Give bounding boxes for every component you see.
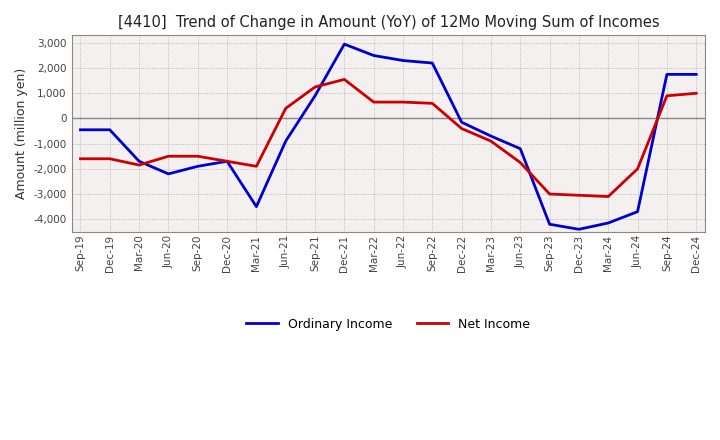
Ordinary Income — [311, 93, 320, 99]
Net Income — [369, 99, 378, 105]
Line: Ordinary Income: Ordinary Income — [81, 44, 696, 229]
Ordinary Income — [545, 222, 554, 227]
Net Income — [575, 193, 583, 198]
Ordinary Income — [692, 72, 701, 77]
Legend: Ordinary Income, Net Income: Ordinary Income, Net Income — [241, 313, 535, 336]
Net Income — [282, 106, 290, 111]
Ordinary Income — [369, 53, 378, 58]
Ordinary Income — [662, 72, 671, 77]
Net Income — [692, 91, 701, 96]
Net Income — [428, 101, 436, 106]
Net Income — [545, 191, 554, 197]
Net Income — [457, 126, 466, 131]
Ordinary Income — [105, 127, 114, 132]
Ordinary Income — [428, 60, 436, 66]
Net Income — [340, 77, 348, 82]
Ordinary Income — [252, 204, 261, 209]
Ordinary Income — [487, 133, 495, 139]
Ordinary Income — [282, 139, 290, 144]
Title: [4410]  Trend of Change in Amount (YoY) of 12Mo Moving Sum of Incomes: [4410] Trend of Change in Amount (YoY) o… — [117, 15, 659, 30]
Net Income — [516, 160, 525, 165]
Net Income — [634, 166, 642, 172]
Net Income — [194, 154, 202, 159]
Ordinary Income — [194, 164, 202, 169]
Ordinary Income — [76, 127, 85, 132]
Ordinary Income — [164, 171, 173, 176]
Net Income — [311, 84, 320, 90]
Ordinary Income — [575, 227, 583, 232]
Net Income — [662, 93, 671, 99]
Ordinary Income — [516, 146, 525, 151]
Net Income — [222, 159, 231, 164]
Net Income — [135, 162, 143, 168]
Net Income — [105, 156, 114, 161]
Ordinary Income — [457, 120, 466, 125]
Net Income — [252, 164, 261, 169]
Net Income — [487, 139, 495, 144]
Net Income — [164, 154, 173, 159]
Ordinary Income — [222, 159, 231, 164]
Ordinary Income — [634, 209, 642, 214]
Net Income — [604, 194, 613, 199]
Ordinary Income — [340, 41, 348, 47]
Net Income — [399, 99, 408, 105]
Line: Net Income: Net Income — [81, 79, 696, 197]
Ordinary Income — [135, 159, 143, 164]
Ordinary Income — [399, 58, 408, 63]
Ordinary Income — [604, 220, 613, 226]
Net Income — [76, 156, 85, 161]
Y-axis label: Amount (million yen): Amount (million yen) — [15, 68, 28, 199]
